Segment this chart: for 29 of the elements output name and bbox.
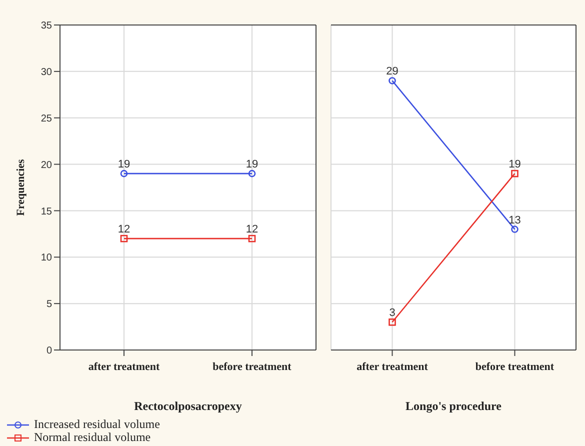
data-label: 19 xyxy=(508,158,521,171)
point xyxy=(388,77,396,84)
point xyxy=(388,318,396,326)
y-tick-label: 20 xyxy=(40,160,52,171)
legend-label: Increased residual volume xyxy=(33,417,160,431)
y-axis-title: Frequencies xyxy=(14,158,27,216)
x-tick-label: before treatment xyxy=(475,361,554,373)
x-axis-title: Rectocolposacropexy xyxy=(134,399,242,413)
point xyxy=(511,170,518,178)
data-label: 12 xyxy=(246,224,258,236)
y-tick-label: 15 xyxy=(40,206,52,218)
data-label: 3 xyxy=(389,307,396,320)
data-label: 29 xyxy=(386,66,398,78)
y-tick-label: 25 xyxy=(40,113,52,124)
x-tick-label: after treatment xyxy=(356,361,428,373)
x-tick-label: before treatment xyxy=(212,361,292,373)
point xyxy=(511,226,518,233)
x-axis-title: Longo's procedure xyxy=(406,399,502,413)
legend-label: Normal residual volume xyxy=(33,430,151,444)
x-tick-label: after treatment xyxy=(88,361,160,373)
data-label: 19 xyxy=(246,158,258,171)
data-label: 19 xyxy=(118,158,130,171)
y-tick-label: 35 xyxy=(40,20,52,32)
data-label: 13 xyxy=(508,214,521,226)
y-tick-label: 5 xyxy=(46,299,52,310)
y-tick-label: 0 xyxy=(46,346,52,357)
y-tick-label: 10 xyxy=(40,252,52,264)
y-tick-label: 30 xyxy=(40,66,52,78)
data-label: 12 xyxy=(118,224,130,236)
